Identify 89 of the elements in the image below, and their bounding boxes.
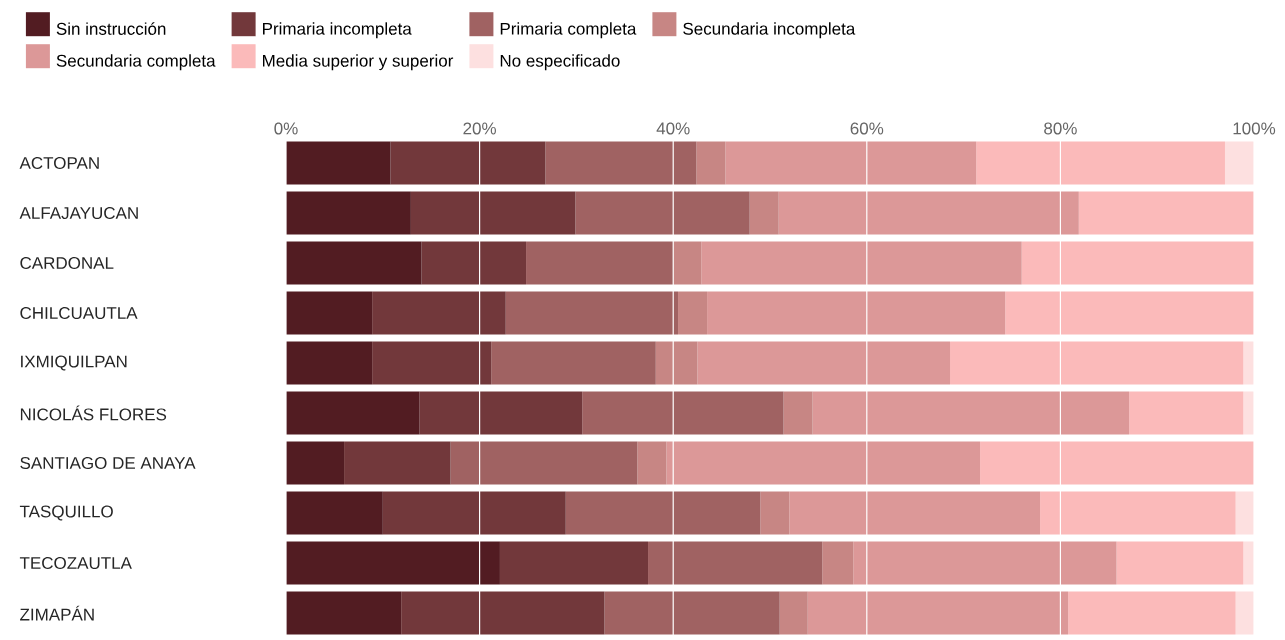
bar bbox=[760, 491, 790, 535]
bar bbox=[783, 391, 813, 435]
bar bbox=[707, 291, 1006, 335]
bar bbox=[526, 241, 674, 285]
y-tick-label: TECOZAUTLA bbox=[19, 556, 132, 570]
y-tick-label: ALFAJAYUCAN bbox=[19, 206, 138, 220]
bar bbox=[696, 141, 726, 185]
bar bbox=[505, 291, 679, 335]
bar bbox=[789, 491, 1041, 535]
bar bbox=[545, 141, 697, 185]
y-tick-label: ACTOPAN bbox=[19, 156, 99, 170]
bar bbox=[286, 141, 391, 185]
bar bbox=[807, 591, 1069, 635]
legend-label: Primaria incompleta bbox=[263, 22, 412, 39]
bar bbox=[1078, 191, 1255, 235]
bar bbox=[419, 391, 583, 435]
bar bbox=[1243, 391, 1255, 435]
bar bbox=[582, 391, 784, 435]
bar bbox=[604, 591, 780, 635]
bar bbox=[673, 241, 702, 285]
bar bbox=[344, 441, 451, 485]
bar bbox=[372, 341, 492, 385]
y-tick-label: CARDONAL bbox=[20, 256, 114, 270]
bar bbox=[725, 141, 977, 185]
y-tick-label: NICOLÁS FLORES bbox=[20, 405, 167, 421]
bar bbox=[1235, 491, 1255, 535]
bar bbox=[1129, 391, 1244, 435]
bar bbox=[701, 241, 1022, 285]
bar bbox=[410, 191, 576, 235]
bar bbox=[286, 441, 345, 485]
bar bbox=[565, 491, 761, 535]
bar bbox=[286, 591, 402, 635]
legend-label: No especificado bbox=[500, 54, 620, 71]
legend-label: Secundaria incompleta bbox=[683, 22, 856, 39]
bar bbox=[666, 441, 981, 485]
x-tick-label: 60% bbox=[850, 122, 884, 135]
bar bbox=[286, 241, 422, 285]
bar bbox=[1235, 591, 1255, 635]
bar bbox=[779, 591, 808, 635]
bar bbox=[372, 291, 506, 335]
bar bbox=[778, 191, 1079, 235]
legend-label: Secundaria completa bbox=[56, 54, 216, 71]
bar bbox=[286, 341, 373, 385]
bar bbox=[1116, 541, 1244, 585]
bar bbox=[382, 491, 566, 535]
bar bbox=[575, 191, 750, 235]
bar bbox=[976, 141, 1225, 185]
legend-label: Primaria completa bbox=[500, 22, 637, 39]
bar bbox=[1224, 141, 1255, 185]
x-tick-label: 100% bbox=[1233, 122, 1276, 135]
bar bbox=[491, 341, 656, 385]
bar bbox=[390, 141, 546, 185]
bar bbox=[286, 191, 411, 235]
y-tick-label: SANTIAGO DE ANAYA bbox=[20, 456, 196, 470]
bar bbox=[421, 241, 527, 285]
bar bbox=[980, 441, 1255, 485]
y-tick-label: CHILCUAUTLA bbox=[20, 306, 138, 320]
legend-label: Media superior y superior bbox=[263, 54, 454, 71]
bar bbox=[1243, 341, 1255, 385]
bar bbox=[812, 391, 1130, 435]
x-tick-label: 20% bbox=[463, 122, 496, 135]
bar bbox=[749, 191, 779, 235]
x-tick-label: 80% bbox=[1044, 122, 1077, 135]
bar bbox=[655, 341, 698, 385]
bar bbox=[1040, 491, 1236, 535]
bar bbox=[950, 341, 1244, 385]
legend-label: Sin instrucción bbox=[56, 22, 166, 35]
bar bbox=[286, 391, 420, 435]
bar bbox=[286, 491, 383, 535]
bar bbox=[1021, 241, 1255, 285]
bar bbox=[822, 541, 854, 585]
bar bbox=[499, 541, 649, 585]
bar bbox=[286, 291, 373, 335]
y-tick-label: ZIMAPÁN bbox=[20, 605, 94, 621]
bar bbox=[697, 341, 951, 385]
x-tick-label: 40% bbox=[656, 122, 690, 135]
x-tick-label: 0% bbox=[274, 122, 298, 135]
bar bbox=[1243, 541, 1255, 585]
bar bbox=[648, 541, 823, 585]
y-tick-label: TASQUILLO bbox=[19, 505, 113, 521]
bar bbox=[1005, 291, 1255, 335]
bar bbox=[637, 441, 667, 485]
bar bbox=[1068, 591, 1236, 635]
bar bbox=[286, 541, 500, 585]
bar bbox=[853, 541, 1117, 585]
y-tick-label: IXMIQUILPAN bbox=[21, 355, 127, 371]
bar bbox=[401, 591, 605, 635]
bar bbox=[678, 291, 708, 335]
bar bbox=[450, 441, 638, 485]
